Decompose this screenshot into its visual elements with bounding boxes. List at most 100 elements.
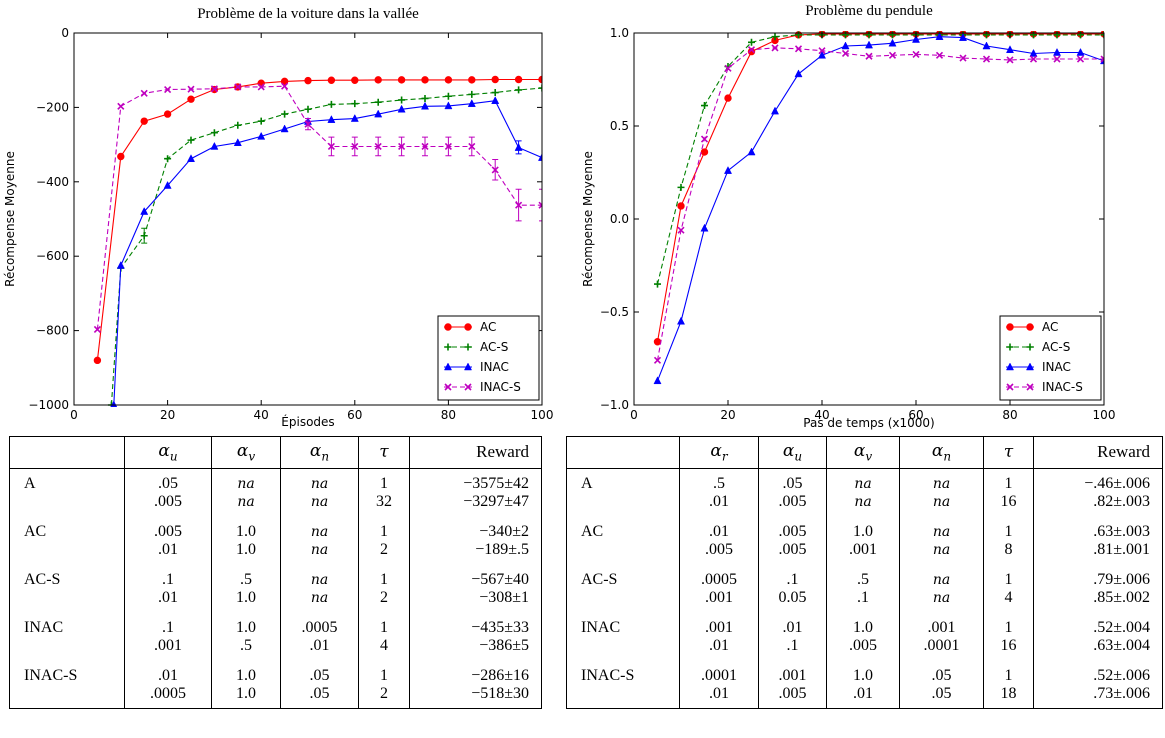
table-cell: .0001.01 <box>679 660 759 709</box>
legend-marker-right <box>1006 323 1014 331</box>
xtick-label-left: 100 <box>531 408 554 422</box>
table-cell: .0005.01 <box>280 612 359 661</box>
point-right-ac-s <box>1100 31 1104 39</box>
point-right-inac-s <box>1029 55 1038 63</box>
point-right-inac <box>935 32 944 40</box>
table-cell: 1.0.001 <box>826 516 900 565</box>
point-left-inac <box>327 115 336 123</box>
xtick-label-right: 100 <box>1093 408 1116 422</box>
ytick-label-left: −400 <box>36 175 69 189</box>
xtick-label-left: 80 <box>441 408 456 422</box>
table-cell: .79±.006.85±.002 <box>1033 564 1163 613</box>
legend-label-right: AC <box>1042 320 1058 334</box>
point-right-inac <box>1052 47 1062 56</box>
point-right-inac <box>982 41 991 50</box>
table-cell: .63±.003.81±.001 <box>1033 516 1163 565</box>
line-right-inac <box>656 36 1104 382</box>
ytick-label-left: 0 <box>61 26 69 40</box>
legend-marker-right <box>1005 362 1015 371</box>
table-cell: 1 16 <box>983 468 1034 517</box>
xtick-label-right: 40 <box>814 408 829 422</box>
table-cell: .01.1 <box>758 612 827 661</box>
errorbar-left <box>539 188 542 222</box>
point-right-inac <box>1005 45 1015 53</box>
legend-marker-left <box>464 323 472 331</box>
point-left-inac-s <box>140 89 148 97</box>
legend-marker-left <box>444 383 452 391</box>
point-left-ac-s <box>421 94 429 102</box>
table-header-cell: Reward <box>1033 436 1163 470</box>
line-right-ac-s <box>656 34 1104 285</box>
table-cell: 1 18 <box>983 660 1034 709</box>
legend-label-left: AC-S <box>480 340 508 354</box>
table-cell: .52±.006.73±.006 <box>1033 660 1163 709</box>
point-left-inac-s <box>257 83 265 91</box>
point-right-ac <box>724 94 732 102</box>
line-right-inac-s <box>656 47 1104 361</box>
point-left-inac <box>257 131 266 140</box>
table-header-cell: αn <box>899 436 984 470</box>
point-left-inac <box>537 153 542 161</box>
legend-right: AC AC-S INAC INAC-S <box>999 315 1102 401</box>
table-cell: 1.0.5 <box>211 612 281 661</box>
table-cell: na na <box>280 516 359 565</box>
table-cell: .1.01 <box>124 564 212 613</box>
point-right-inac <box>723 166 733 174</box>
point-right-inac <box>653 376 662 385</box>
ytick-label-left: −200 <box>36 100 69 114</box>
point-left-ac-s <box>257 117 265 125</box>
point-right-inac-s <box>1076 55 1085 63</box>
point-right-inac-s <box>818 47 826 55</box>
chart-title-right: Problème du pendule <box>805 3 933 19</box>
point-left-inac-s <box>187 85 195 93</box>
method-name: AC-S <box>581 571 618 589</box>
point-right-inac-s <box>959 54 967 62</box>
legend-marker-left <box>443 362 453 371</box>
point-left-inac <box>163 180 172 189</box>
point-right-inac <box>700 223 709 232</box>
point-right-ac-s <box>748 38 755 46</box>
series-right-inac-s <box>653 44 1104 364</box>
table-row: AC-S .0005.001.1 0.05.5.1 na na 1 4.79±.006.85… <box>567 564 1163 613</box>
table-header-cell: τ <box>358 436 410 470</box>
point-right-inac-s <box>912 50 920 58</box>
table-cell: −3575±42 −3297±47 <box>409 468 542 517</box>
point-right-inac <box>841 41 850 50</box>
legend-marker-right <box>1006 343 1014 351</box>
table-cell: −567±40 −308±1 <box>409 564 542 613</box>
point-left-ac-s <box>281 110 289 118</box>
point-left-ac-s <box>164 155 172 163</box>
table-cell: .005.005 <box>758 516 827 565</box>
table-cell: 1 32 <box>358 468 410 517</box>
point-left-inac <box>374 109 383 118</box>
table-cell: .0005.001 <box>679 564 759 613</box>
table-cell: .05.05 <box>280 660 359 709</box>
table-cell: na na <box>280 564 359 613</box>
legend-label-left: AC <box>480 320 496 334</box>
errorbar-left <box>141 227 148 244</box>
xtick-label-left: 0 <box>70 408 78 422</box>
table-row: AC .005.01 1.0 1.0 na na 1 2 −340±2 −189±.5 <box>10 516 542 565</box>
table-cell: .05.005 <box>124 468 212 517</box>
point-left-ac <box>444 76 453 84</box>
errorbar-left <box>445 136 452 157</box>
ytick-label-left: −1000 <box>28 398 69 412</box>
method-name: AC <box>581 523 604 541</box>
table-header-cell: αv <box>826 436 900 470</box>
point-left-ac <box>421 76 429 84</box>
point-right-inac-s <box>700 135 709 143</box>
legend-label-left: INAC-S <box>480 380 521 394</box>
table-cell: .05.05 <box>899 660 984 709</box>
table-cell: .001.01 <box>679 612 759 661</box>
point-left-inac-s <box>281 82 289 90</box>
series-right-ac <box>653 31 1104 346</box>
line-left-ac-s <box>110 87 542 406</box>
xtick-label-right: 60 <box>908 408 923 422</box>
table-cell: na na <box>280 468 359 517</box>
y-axis-label-left: Récompense Moyenne <box>3 151 17 287</box>
errorbar-left <box>422 136 428 157</box>
line-left-inac <box>113 100 542 406</box>
table-cell: −340±2 −189±.5 <box>409 516 542 565</box>
point-right-inac <box>1029 48 1038 57</box>
xtick-label-right: 20 <box>720 408 735 422</box>
